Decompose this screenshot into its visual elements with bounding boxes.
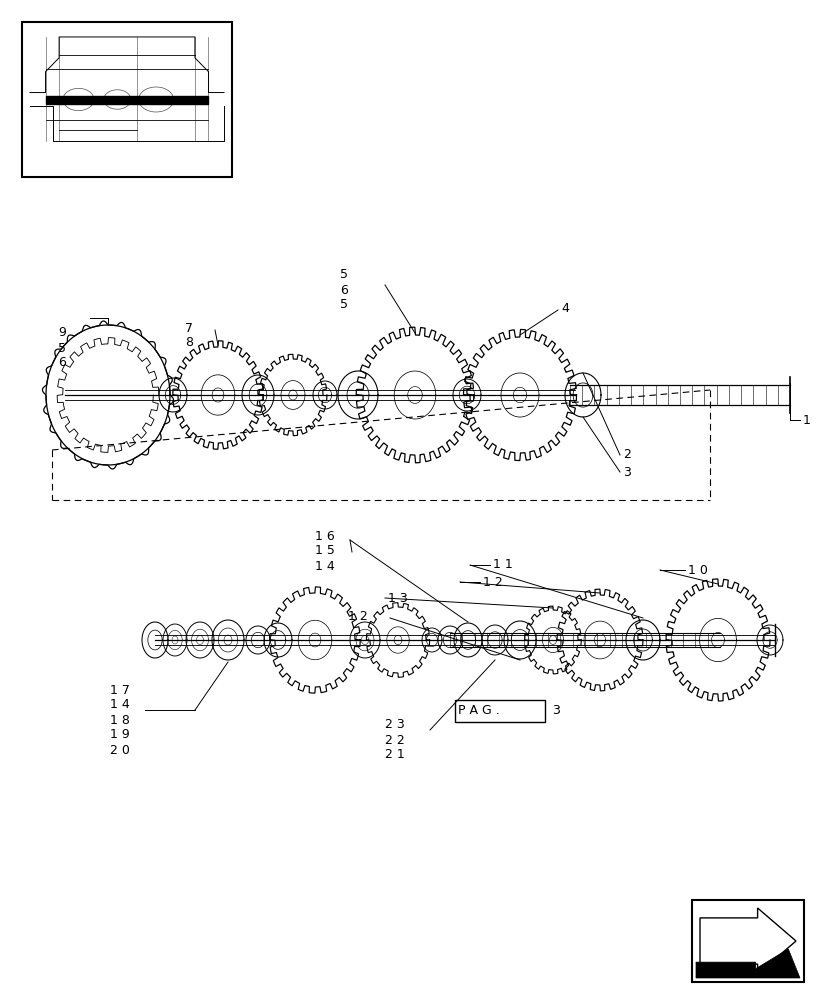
Text: 1 5: 1 5 [314, 544, 334, 558]
Text: 5: 5 [340, 268, 347, 282]
Text: 2: 2 [622, 448, 630, 462]
Text: 6: 6 [58, 357, 66, 369]
Text: 1 1: 1 1 [492, 558, 512, 572]
Text: 1 2: 1 2 [347, 609, 367, 622]
Text: 1 9: 1 9 [110, 728, 130, 742]
Text: 5: 5 [58, 342, 66, 355]
Text: 8: 8 [184, 336, 193, 350]
Text: 6: 6 [340, 284, 347, 296]
Text: 1 4: 1 4 [110, 698, 130, 712]
Bar [691, 900, 803, 982]
Polygon shape [45, 96, 208, 104]
Text: 1 7: 1 7 [110, 684, 130, 696]
Polygon shape [696, 949, 799, 978]
Text: 5: 5 [340, 298, 347, 312]
Bar [455, 700, 544, 722]
Text: 2 1: 2 1 [385, 748, 404, 762]
Text: 2 0: 2 0 [110, 744, 130, 756]
Text: 1: 1 [802, 414, 810, 426]
Text: 3: 3 [552, 704, 559, 718]
Text: 7: 7 [184, 322, 193, 334]
Text: 4: 4 [561, 302, 568, 314]
Bar [22, 22, 232, 177]
Text: 1 6: 1 6 [314, 530, 334, 542]
Text: 9: 9 [58, 326, 66, 340]
Text: 1 3: 1 3 [388, 591, 407, 604]
Text: 2 2: 2 2 [385, 734, 404, 746]
Text: 1 4: 1 4 [314, 560, 334, 572]
Text: 2 3: 2 3 [385, 718, 404, 732]
Text: 1 2: 1 2 [482, 576, 502, 588]
Text: P A G .: P A G . [457, 704, 500, 718]
Polygon shape [699, 908, 795, 974]
Text: 1 8: 1 8 [110, 714, 130, 726]
Text: 3: 3 [622, 466, 630, 479]
Text: 1 0: 1 0 [687, 564, 707, 576]
